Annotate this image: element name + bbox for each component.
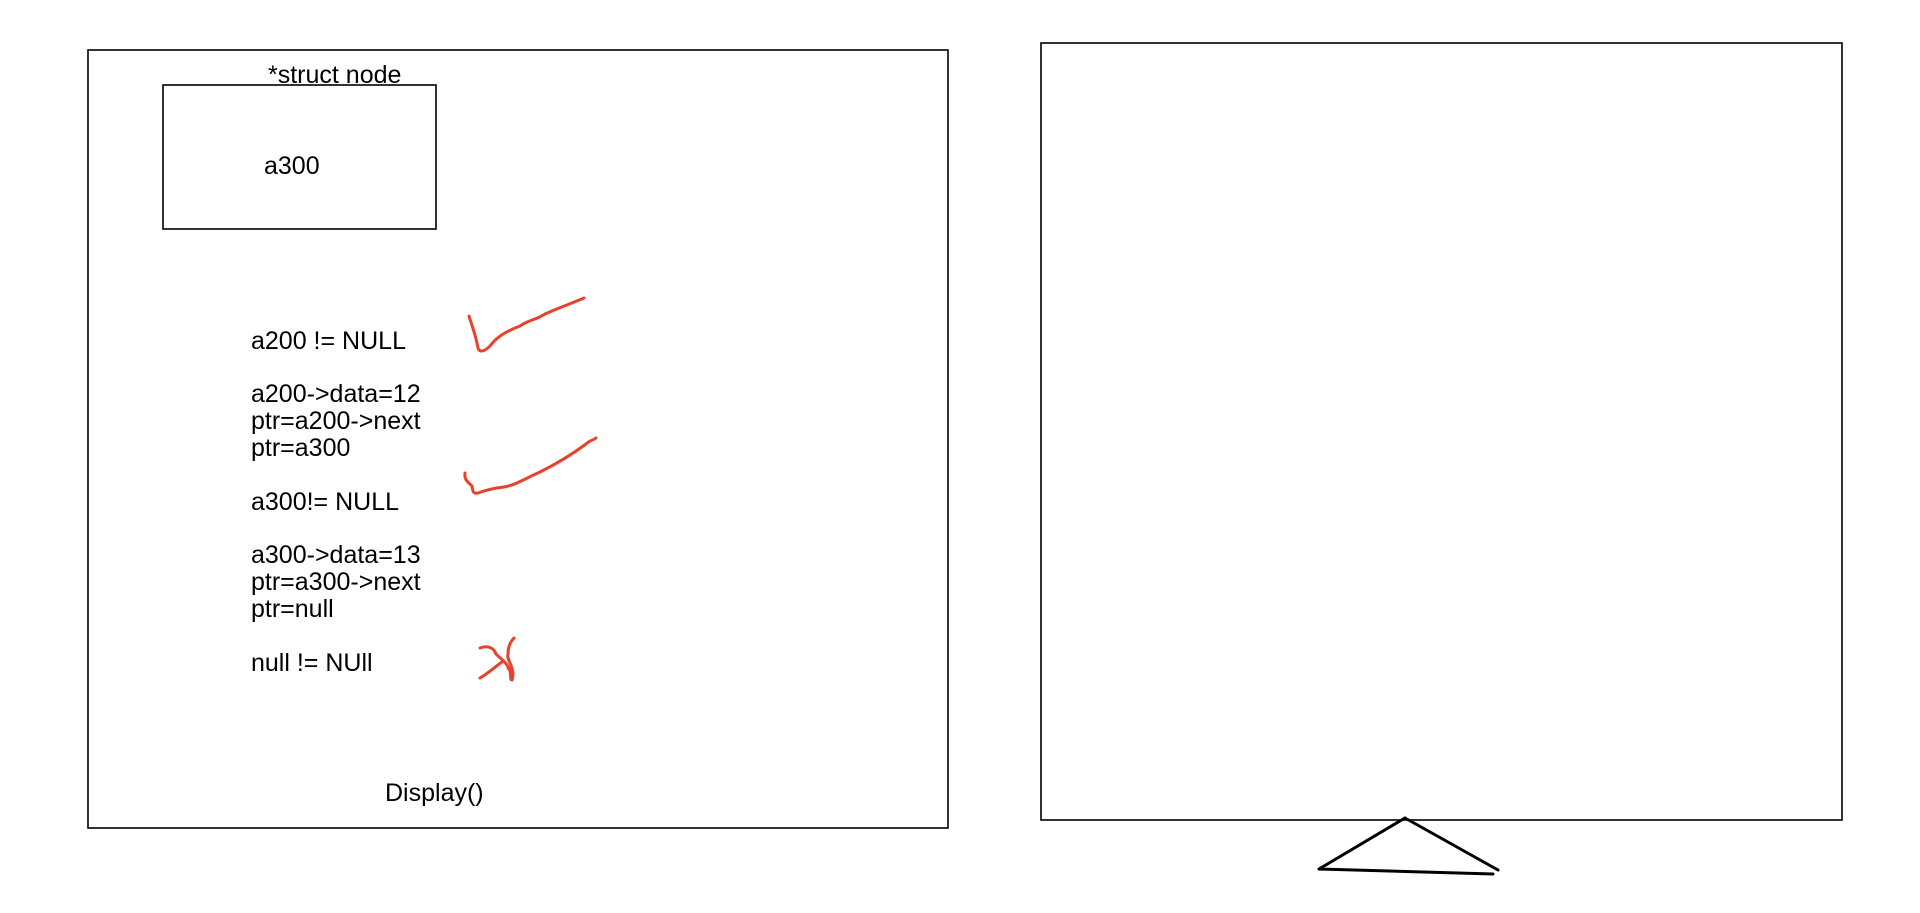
trace-line: null != NUll (251, 649, 373, 677)
right-board (1040, 42, 1843, 876)
cross-mark-icon (478, 636, 516, 682)
struct-node-label: *struct node (268, 61, 401, 89)
struct-node-box (162, 84, 437, 230)
trace-line: ptr=a300 (251, 434, 350, 462)
trace-line: a300->data=13 (251, 541, 421, 569)
trace-lines: a200 != NULL a200->data=12 ptr=a200->nex… (251, 327, 421, 677)
display-function-label: Display() (385, 779, 484, 807)
trace-line: a200->data=12 (251, 380, 421, 408)
triangle-stand-icon (1317, 816, 1500, 876)
right-board-frame (1040, 42, 1843, 821)
node-box-value: a300 (264, 152, 320, 180)
left-board-frame (87, 49, 949, 829)
check-mark-icon (467, 296, 586, 353)
trace-line: ptr=a300->next (251, 568, 421, 596)
trace-line: ptr=a200->next (251, 407, 421, 435)
trace-line: ptr=null (251, 595, 334, 623)
check-mark-icon (463, 436, 598, 495)
trace-line: a200 != NULL (251, 327, 406, 355)
trace-line: a300!= NULL (251, 488, 399, 516)
left-board: *struct node a300 a200 != NULL a200->dat… (87, 49, 949, 829)
